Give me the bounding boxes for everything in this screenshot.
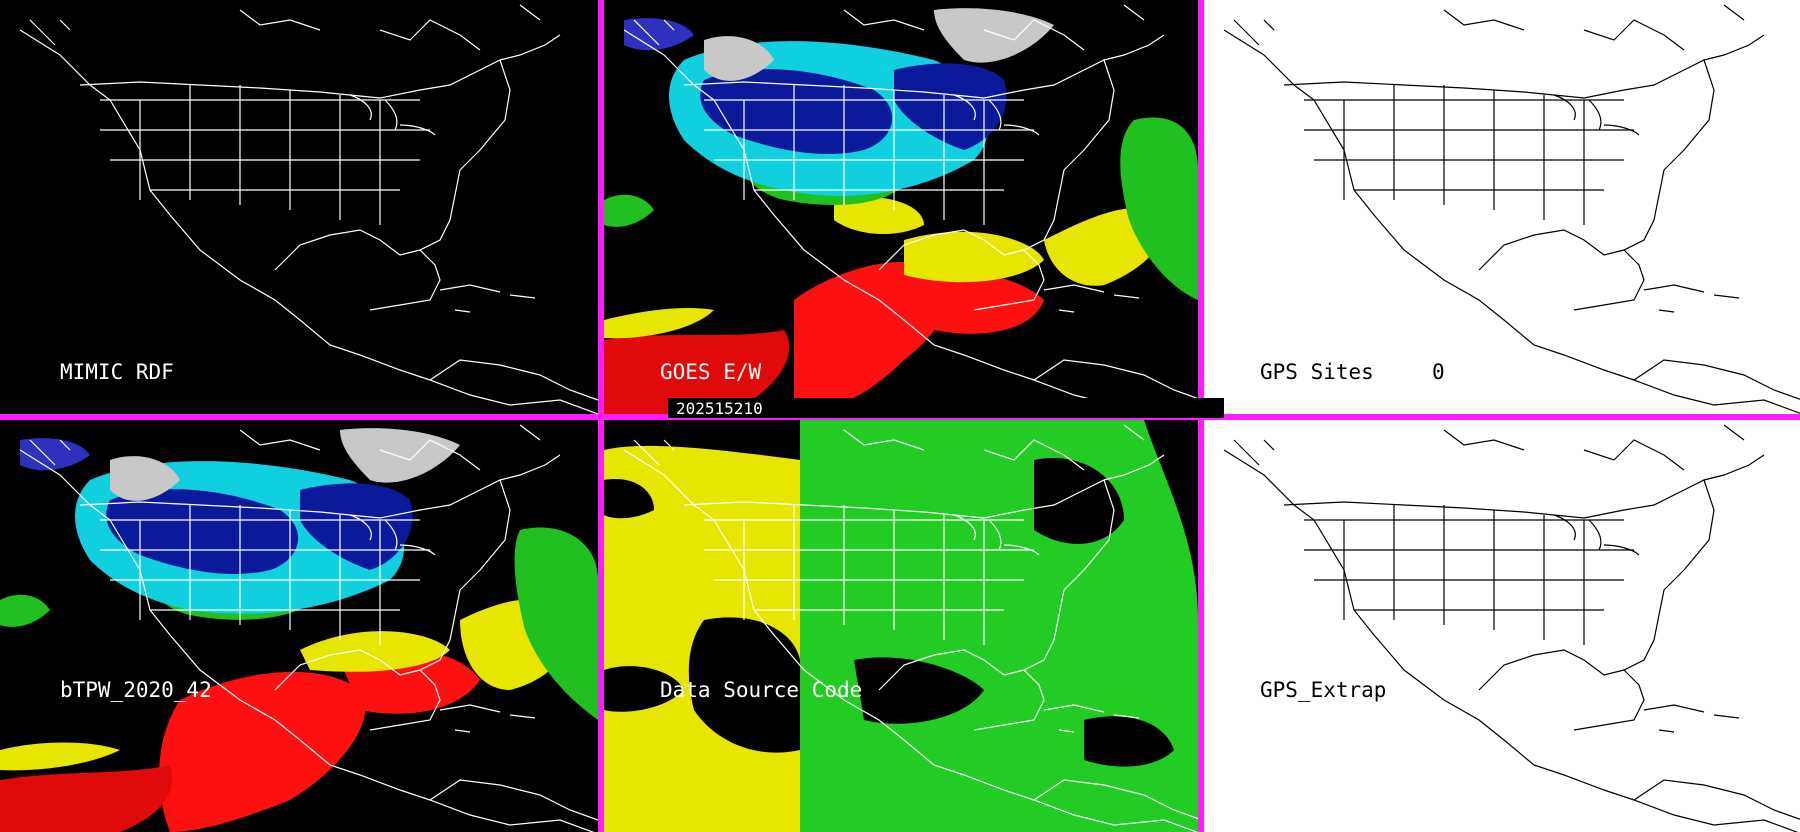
map-outline-gps-sites [1223, 4, 1800, 414]
panel-gps-sites: GPS Sites 0 [1204, 0, 1800, 414]
map-outline-gps-extrap [1223, 424, 1800, 832]
timestamp-text: 202515210 [676, 399, 763, 418]
panel-gps-extrap: GPS_Extrap [1204, 420, 1800, 832]
panel-label-data-source-code: Data Source Code [660, 678, 863, 702]
panel-goes-ew: GOES E/W [604, 0, 1198, 414]
tpw-field-goes-ew [604, 0, 1198, 414]
panel-label-goes-ew: GOES E/W [660, 360, 762, 384]
separator-vertical-left [598, 0, 604, 832]
panel-label-btpw: bTPW_2020_42 [60, 678, 212, 702]
tpw-field-btpw [0, 420, 598, 832]
gps-sites-count: 0 [1432, 360, 1445, 384]
panel-data-source-code: Data Source Code [604, 420, 1198, 832]
panel-mimic-rdf: MIMIC RDF [0, 0, 598, 414]
panel-btpw: bTPW_2020_42 [0, 420, 598, 832]
panel-label-mimic-rdf: MIMIC RDF [60, 360, 174, 384]
panel-label-gps-sites: GPS Sites [1260, 360, 1374, 384]
source-field-data-source-code [604, 420, 1198, 832]
map-outline-mimic-rdf [19, 4, 598, 414]
panel-label-gps-extrap: GPS_Extrap [1260, 678, 1387, 702]
timestamp-bar: 202515210 [668, 398, 1224, 418]
